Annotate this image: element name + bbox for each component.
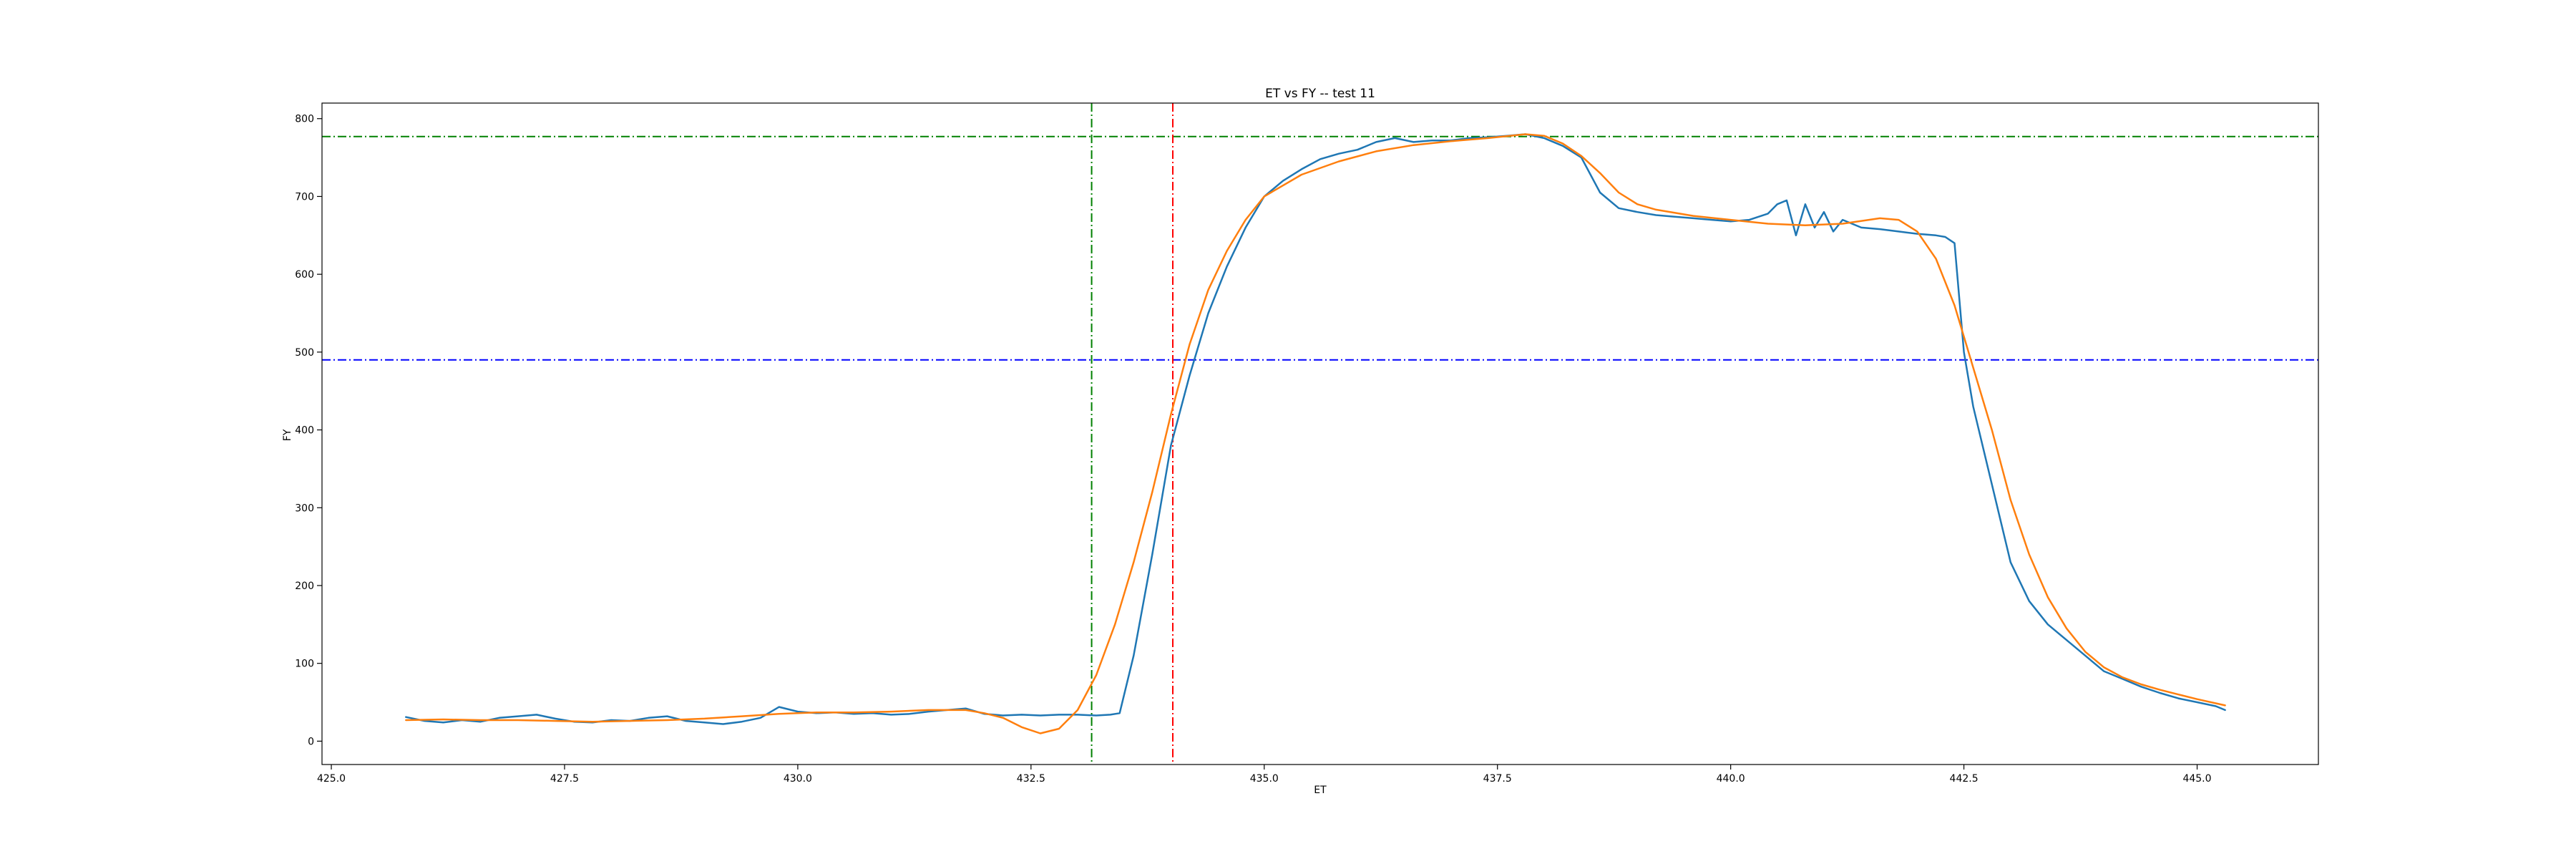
x-axis-label: ET <box>1314 785 1327 796</box>
y-tick-label: 200 <box>295 581 314 592</box>
y-tick-label: 800 <box>295 114 314 125</box>
x-tick-label: 437.5 <box>1483 773 1512 785</box>
x-tick-label: 435.0 <box>1250 773 1279 785</box>
chart-title: ET vs FY -- test 11 <box>1265 87 1375 101</box>
x-tick-label: 430.0 <box>784 773 812 785</box>
y-axis-label: FY <box>282 429 293 441</box>
y-axis-ticks: 0 100 200 300 400 500 600 700 800 <box>295 114 322 747</box>
y-tick-label: 600 <box>295 269 314 281</box>
measured-series-line <box>405 133 2226 725</box>
y-tick-label: 300 <box>295 503 314 514</box>
x-axis-ticks: 425.0 427.5 430.0 432.5 435.0 437.5 440.0 442.5… <box>317 765 2212 785</box>
plot-area <box>321 102 2319 765</box>
x-tick-label: 432.5 <box>1017 773 1045 785</box>
x-tick-label: 427.5 <box>550 773 579 785</box>
y-tick-label: 400 <box>295 425 314 437</box>
x-tick-label: 425.0 <box>317 773 346 785</box>
y-tick-label: 0 <box>308 736 314 747</box>
x-tick-label: 445.0 <box>2182 773 2211 785</box>
plot-frame <box>321 102 2319 765</box>
y-tick-label: 100 <box>295 659 314 670</box>
y-tick-label: 500 <box>295 347 314 359</box>
data-series <box>405 133 2226 734</box>
smoothed-series-line <box>405 133 2226 734</box>
reference-lines <box>322 103 2318 765</box>
x-tick-label: 440.0 <box>1717 773 1745 785</box>
y-tick-label: 700 <box>295 191 314 203</box>
x-tick-label: 442.5 <box>1950 773 1979 785</box>
